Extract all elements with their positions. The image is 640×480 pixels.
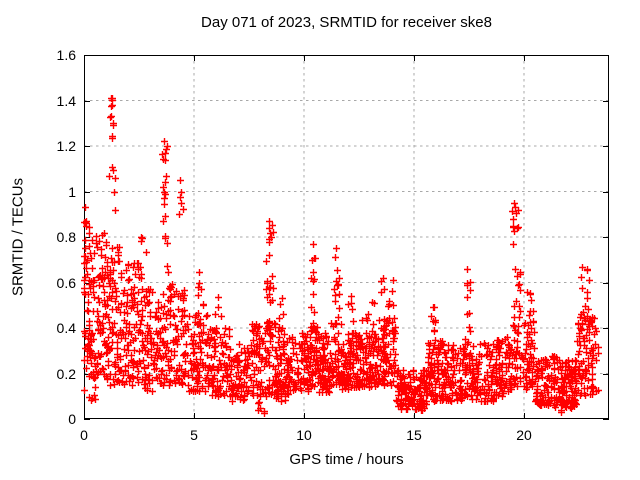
x-tick-label: 0 [80,427,88,443]
y-tick-label: 0.2 [56,365,76,382]
x-tick-label: 10 [296,427,312,443]
axis-tick-marks [84,55,609,420]
chart-title: Day 071 of 2023, SRMTID for receiver ske… [201,14,492,31]
y-tick-label: 1.2 [56,138,76,154]
y-tick-label: 1 [68,183,76,200]
y-tick-label: 0 [68,411,76,427]
y-tick-label: 0.6 [56,274,76,291]
x-tick-label: 15 [406,427,422,443]
scatter-plus-markers [81,95,602,417]
y-tick-label: 1.6 [56,47,76,63]
x-tick-label: 5 [190,427,198,443]
y-tick-label: 1.4 [56,92,76,109]
x-axis-label: GPS time / hours [289,451,404,468]
y-tick-label: 0.4 [56,320,76,336]
y-tick-label: 0.8 [56,229,76,245]
grid-lines [84,55,609,419]
x-tick-label: 20 [516,427,532,443]
